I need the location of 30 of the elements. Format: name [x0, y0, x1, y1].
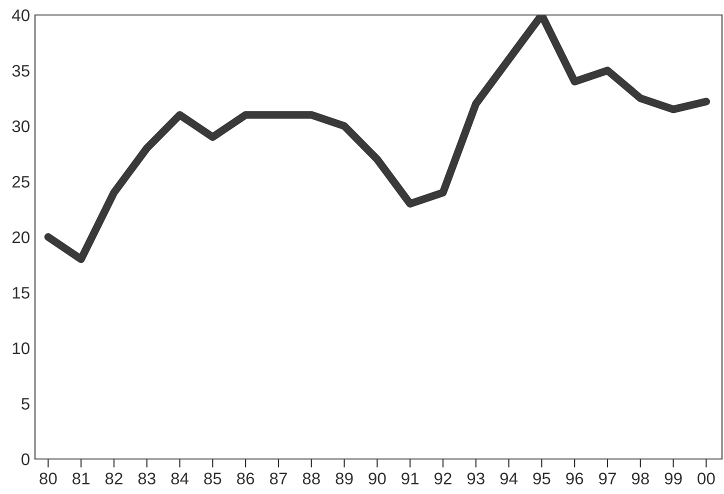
x-tick-label: 83: [138, 472, 156, 484]
x-tick-label: 94: [500, 472, 518, 484]
x-tick-label: 91: [402, 472, 419, 484]
x-tick-label: 81: [72, 472, 90, 484]
y-tick-label: 25: [12, 176, 30, 188]
x-tick-label: 92: [434, 472, 452, 484]
y-tick-label: 15: [12, 287, 30, 299]
x-tick-label: 90: [368, 472, 386, 484]
x-tick-label: 95: [533, 472, 550, 484]
x-tick-label: 96: [566, 472, 584, 484]
y-tick-label: 20: [12, 231, 30, 244]
y-tick-label: 35: [12, 64, 30, 77]
y-tick-label: 0: [22, 453, 30, 466]
x-tick-label: 98: [632, 472, 649, 484]
x-tick-label: 89: [336, 472, 353, 484]
x-tick-label: 97: [599, 472, 616, 484]
x-tick-label: 86: [237, 472, 254, 484]
x-tick-label: 82: [105, 472, 122, 484]
x-tick-label: 85: [204, 472, 222, 484]
y-tick-label: 10: [12, 342, 30, 354]
y-tick-label: 5: [22, 398, 30, 410]
x-tick-label: 88: [302, 472, 320, 484]
x-tick-label: 84: [171, 472, 189, 484]
x-tick-label: 87: [270, 472, 287, 484]
x-tick-label: 99: [664, 472, 682, 484]
y-tick-label: 40: [12, 9, 30, 22]
x-tick-label: 80: [40, 472, 57, 484]
x-tick-label: 00: [698, 472, 715, 484]
y-tick-label: 30: [12, 120, 30, 132]
x-tick-label: 93: [467, 472, 484, 484]
